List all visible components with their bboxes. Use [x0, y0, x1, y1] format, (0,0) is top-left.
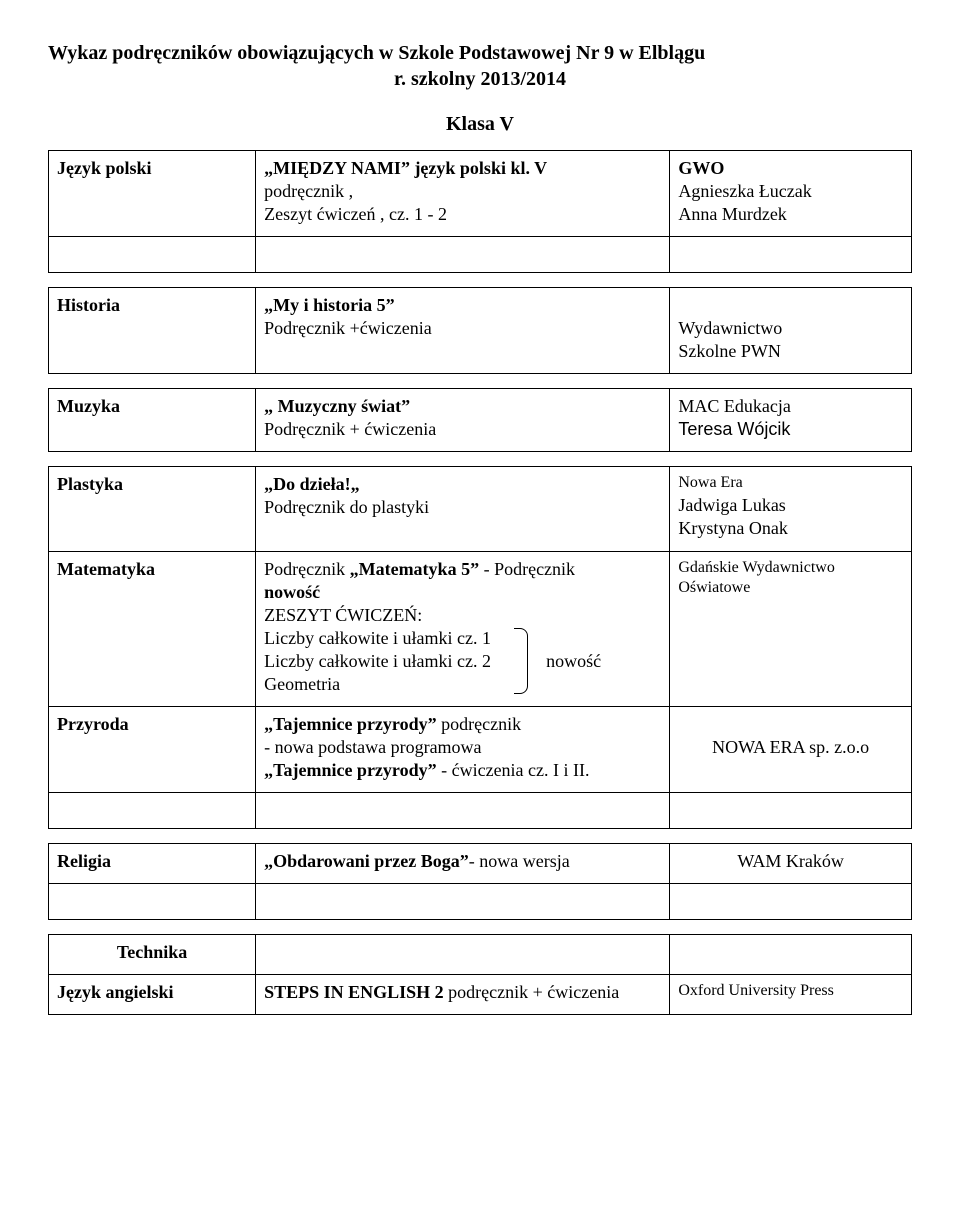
- table-row: Język angielski STEPS IN ENGLISH 2 podrę…: [49, 975, 912, 1015]
- spacer-row: [49, 792, 912, 828]
- book-suffix: podręcznik + ćwiczenia: [444, 982, 620, 1002]
- book-prefix: Podręcznik: [264, 559, 349, 579]
- book-title: „My i historia 5”: [264, 295, 395, 315]
- publisher-author: Jadwiga Lukas: [678, 495, 785, 515]
- book-title: „Obdarowani przez Boga”: [264, 851, 469, 871]
- publisher: NOWA ERA sp. z.o.o: [678, 736, 903, 759]
- curly-bracket-icon: [514, 628, 528, 694]
- table-jezyk-polski: Język polski „MIĘDZY NAMI” język polski …: [48, 150, 912, 273]
- spacer-row: [49, 883, 912, 919]
- table-historia: Historia „My i historia 5” Podręcznik +ć…: [48, 287, 912, 374]
- book-sub: Zeszyt ćwiczeń , cz. 1 - 2: [264, 204, 447, 224]
- publisher: WAM Kraków: [737, 851, 843, 871]
- subject-label: Plastyka: [57, 474, 123, 494]
- publisher: Oświatowe: [678, 579, 750, 596]
- subject-label: Matematyka: [57, 559, 155, 579]
- subject-label: Religia: [57, 851, 111, 871]
- publisher: Oxford University Press: [678, 982, 834, 999]
- subject-label: Historia: [57, 295, 120, 315]
- book-sub: Podręcznik + ćwiczenia: [264, 419, 436, 439]
- publisher: Szkolne PWN: [678, 341, 781, 361]
- book-suffix: - nowa wersja: [469, 851, 570, 871]
- table-row: Historia „My i historia 5” Podręcznik +ć…: [49, 288, 912, 374]
- spacer-row: [49, 237, 912, 273]
- publisher: Wydawnictwo: [678, 318, 782, 338]
- zeszyt-label: ZESZYT ĆWICZEŃ:: [264, 605, 422, 625]
- table-row: Matematyka Podręcznik „Matematyka 5” - P…: [49, 551, 912, 706]
- publisher-author: Anna Murdzek: [678, 204, 786, 224]
- nowosc-side-label: nowość: [546, 650, 601, 673]
- book-sub: Podręcznik do plastyki: [264, 497, 429, 517]
- subject-label: Przyroda: [57, 714, 129, 734]
- table-row: Technika: [49, 934, 912, 974]
- publisher: Gdańskie Wydawnictwo: [678, 559, 834, 576]
- nowosc-label: nowość: [264, 582, 320, 602]
- subject-label: Technika: [117, 942, 187, 962]
- book-sub: Podręcznik +ćwiczenia: [264, 318, 432, 338]
- book-suffix: podręcznik: [437, 714, 521, 734]
- book-suffix: - Podręcznik: [479, 559, 575, 579]
- subject-label: Muzyka: [57, 396, 120, 416]
- publisher-author: Krystyna Onak: [678, 518, 787, 538]
- book-title: „Matematyka 5”: [350, 559, 479, 579]
- table-row: Religia „Obdarowani przez Boga”- nowa we…: [49, 843, 912, 883]
- table-row: Plastyka „Do dzieła!„ Podręcznik do plas…: [49, 467, 912, 551]
- book-title: STEPS IN ENGLISH 2: [264, 982, 444, 1002]
- book-suffix: - ćwiczenia cz. I i II.: [437, 760, 590, 780]
- book-title: „ Muzyczny świat”: [264, 396, 410, 416]
- book-sub: podręcznik ,: [264, 181, 353, 201]
- publisher: GWO: [678, 158, 724, 178]
- table-religia: Religia „Obdarowani przez Boga”- nowa we…: [48, 843, 912, 920]
- page-title-line1: Wykaz podręczników obowiązujących w Szko…: [48, 40, 912, 66]
- book-title: „Tajemnice przyrody”: [264, 714, 437, 734]
- table-row: Muzyka „ Muzyczny świat” Podręcznik + ćw…: [49, 389, 912, 452]
- table-technika-angielski: Technika Język angielski STEPS IN ENGLIS…: [48, 934, 912, 1015]
- table-row: Przyroda „Tajemnice przyrody” podręcznik…: [49, 706, 912, 792]
- subject-label: Język angielski: [57, 982, 174, 1002]
- publisher: Nowa Era: [678, 474, 742, 491]
- list-item: Liczby całkowite i ułamki cz. 1: [264, 628, 491, 648]
- table-row: Język polski „MIĘDZY NAMI” język polski …: [49, 151, 912, 237]
- publisher-author: Teresa Wójcik: [678, 419, 790, 439]
- table-plastyka-matematyka-przyroda: Plastyka „Do dzieła!„ Podręcznik do plas…: [48, 466, 912, 829]
- book-title: „Do dzieła!„: [264, 474, 359, 494]
- list-item: - nowa podstawa programowa: [264, 737, 481, 757]
- book-title: „Tajemnice przyrody”: [264, 760, 437, 780]
- publisher-author: Agnieszka Łuczak: [678, 181, 811, 201]
- subject-label: Język polski: [57, 158, 152, 178]
- class-label: Klasa V: [48, 113, 912, 136]
- publisher: MAC Edukacja: [678, 396, 790, 416]
- table-muzyka: Muzyka „ Muzyczny świat” Podręcznik + ćw…: [48, 388, 912, 452]
- book-title: „MIĘDZY NAMI” język polski kl. V: [264, 158, 547, 178]
- list-item: Liczby całkowite i ułamki cz. 2: [264, 651, 491, 671]
- list-item: Geometria: [264, 674, 340, 694]
- page-title-line2: r. szkolny 2013/2014: [48, 68, 912, 91]
